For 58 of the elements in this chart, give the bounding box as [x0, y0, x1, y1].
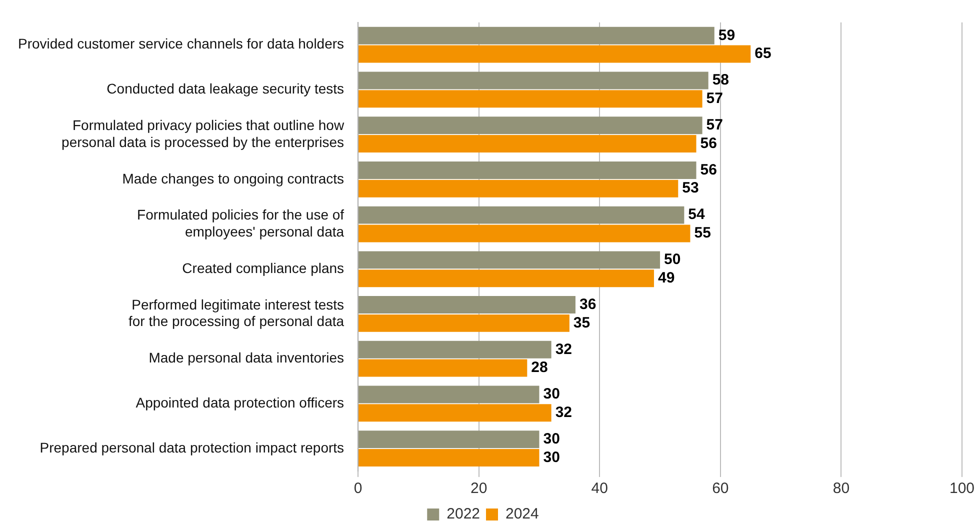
bar — [358, 224, 690, 242]
x-tick-label: 0 — [354, 480, 362, 498]
x-tick-label: 20 — [470, 480, 488, 498]
data-label: 56 — [700, 134, 717, 152]
y-tick-label: Made changes to ongoing contracts — [122, 170, 344, 186]
data-label: 55 — [694, 224, 711, 242]
bar — [358, 449, 540, 467]
bar — [358, 270, 654, 288]
bar — [358, 135, 696, 152]
data-label: 58 — [712, 72, 730, 89]
legend-label: 2022 — [446, 506, 480, 523]
bar — [358, 116, 702, 134]
data-label: 36 — [579, 296, 596, 313]
bar — [358, 296, 576, 314]
data-label: 59 — [718, 26, 736, 44]
data-label: 50 — [664, 251, 681, 268]
y-tick-label: Provided customer service channels for data holders — [18, 36, 344, 52]
data-label: 32 — [555, 340, 572, 358]
data-label: 28 — [531, 359, 548, 376]
bar — [358, 386, 540, 404]
legend-label: 2024 — [506, 506, 539, 523]
bar — [358, 90, 702, 108]
data-label: 30 — [543, 430, 560, 448]
bar — [358, 180, 678, 198]
bar — [358, 161, 696, 179]
data-label: 30 — [543, 448, 560, 466]
bar — [358, 359, 528, 377]
bar — [358, 340, 552, 358]
x-tick-label: 80 — [832, 480, 850, 498]
data-label: 49 — [658, 269, 675, 286]
bar — [358, 430, 540, 448]
data-label: 65 — [754, 45, 772, 62]
data-label: 57 — [706, 90, 723, 108]
data-label: 57 — [706, 116, 723, 134]
y-tick-label: Formulated policies for the use of employees' personal data — [137, 206, 344, 240]
data-label: 35 — [573, 314, 590, 332]
y-tick-label: Formulated privacy policies that outline how personal data is processed by the enterprises — [62, 117, 345, 150]
bar — [358, 45, 751, 63]
y-tick-label: Conducted data leakage security tests — [106, 80, 344, 97]
y-tick-label: Appointed data protection officers — [136, 394, 344, 411]
x-tick-label: 60 — [712, 480, 729, 498]
x-tick-label: 40 — [591, 480, 608, 498]
y-tick-label: Prepared personal data protection impact reports — [40, 439, 344, 456]
bar — [358, 26, 714, 44]
x-tick-label: 100 — [949, 480, 975, 498]
data-label: 32 — [555, 404, 572, 422]
bar — [358, 404, 552, 422]
bar — [358, 314, 570, 332]
y-tick-label: Performed legitimate interest tests for the processing of personal data — [128, 296, 344, 330]
y-tick-label: Created compliance plans — [182, 260, 344, 276]
y-tick-label: Made personal data inventories — [148, 350, 344, 366]
bar — [358, 72, 708, 90]
data-label: 53 — [682, 180, 699, 197]
data-label: 30 — [543, 386, 560, 403]
data-label: 56 — [700, 161, 717, 178]
bar — [358, 206, 684, 224]
data-label: 54 — [688, 206, 706, 224]
bar — [358, 251, 660, 269]
